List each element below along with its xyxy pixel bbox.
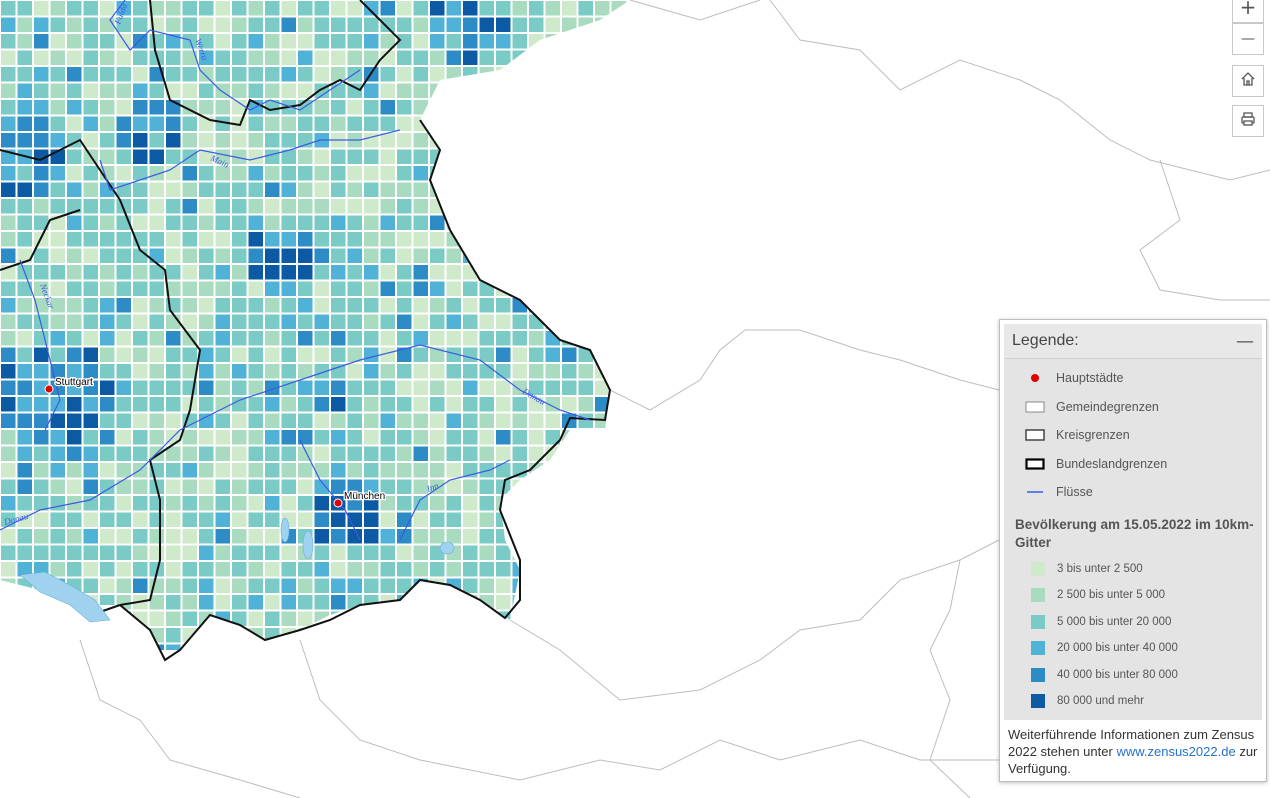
- minus-icon: —: [1241, 31, 1255, 47]
- red-dot-icon: [1023, 373, 1047, 383]
- color-swatch: [1031, 614, 1045, 629]
- home-button[interactable]: [1232, 65, 1264, 97]
- legend-label: Hauptstädte: [1056, 371, 1124, 386]
- plus-icon: +: [1239, 0, 1257, 19]
- thick-border-box-icon: [1023, 458, 1047, 470]
- zensus-link[interactable]: www.zensus2022.de: [1116, 744, 1236, 759]
- neighbor-boundaries: [79, 0, 1270, 798]
- rivers: [0, 0, 591, 616]
- city-muenchen[interactable]: München: [333, 490, 386, 508]
- footer-text-end: zur Verfügung.: [1008, 744, 1258, 776]
- class-label: 5 000 bis unter 20 000: [1057, 615, 1172, 628]
- class-label: 40 000 bis unter 80 000: [1057, 668, 1178, 681]
- collapse-button[interactable]: —: [1236, 330, 1254, 352]
- legend-label: Gemeindegrenzen: [1056, 399, 1159, 414]
- home-icon: [1239, 69, 1257, 93]
- legend-item-gemeinde: Gemeindegrenzen: [1004, 393, 1262, 422]
- legend-class-item: 40 000 bis unter 80 000: [1004, 662, 1262, 689]
- legend-item-bundesland: Bundeslandgrenzen: [1004, 450, 1262, 479]
- legend-panel: Legende: — Hauptstädte Gemeindegrenzen K…: [999, 319, 1267, 782]
- legend-item-rivers: Flüsse: [1004, 478, 1262, 507]
- city-stuttgart[interactable]: Stuttgart: [44, 376, 94, 394]
- color-swatch: [1031, 694, 1045, 709]
- class-list: 3 bis unter 2 500 2 500 bis unter 5 000 5 …: [1004, 556, 1262, 715]
- color-swatch: [1031, 561, 1045, 576]
- legend-label: Kreisgrenzen: [1056, 428, 1130, 443]
- city-label: Stuttgart: [55, 377, 93, 388]
- river-line-icon: [1023, 489, 1047, 495]
- class-label: 2 500 bis unter 5 000: [1057, 589, 1166, 602]
- class-label: 3 bis unter 2 500: [1057, 562, 1143, 575]
- class-label: 20 000 bis unter 40 000: [1057, 642, 1178, 655]
- legend-title: Legende:: [1012, 332, 1079, 349]
- legend-label: Bundeslandgrenzen: [1056, 456, 1168, 471]
- medium-border-box-icon: [1023, 429, 1047, 441]
- zoom-in-button[interactable]: +: [1232, 0, 1264, 23]
- classes-title: Bevölkerung am 15.05.2022 im 10km-Gitter: [1015, 516, 1254, 550]
- legend-class-item: 5 000 bis unter 20 000: [1004, 609, 1262, 636]
- legend-class-item: 2 500 bis unter 5 000: [1004, 582, 1262, 609]
- legend-item-kreis: Kreisgrenzen: [1004, 421, 1262, 450]
- class-label: 80 000 und mehr: [1057, 695, 1144, 708]
- legend-item-capitals: Hauptstädte: [1004, 364, 1262, 393]
- color-swatch: [1031, 641, 1045, 656]
- population-grid: [1, 1, 630, 650]
- city-label: München: [344, 491, 385, 502]
- legend-class-item: 3 bis unter 2 500: [1004, 556, 1262, 583]
- print-icon: [1239, 109, 1257, 133]
- capital-marker: [333, 498, 343, 508]
- print-button[interactable]: [1232, 105, 1264, 137]
- capital-marker: [44, 384, 54, 394]
- lakes: [19, 517, 455, 623]
- river-label-inn: Inn: [424, 480, 440, 494]
- footer-text: Weiterführende Informationen zum Zensus …: [1008, 727, 1255, 759]
- color-swatch: [1031, 667, 1045, 682]
- state-boundaries: [0, 0, 612, 662]
- legend-class-item: 80 000 und mehr: [1004, 688, 1262, 715]
- legend-header: Legende: —: [1004, 324, 1262, 359]
- zoom-out-button[interactable]: —: [1232, 23, 1264, 55]
- legend-class-item: 20 000 bis unter 40 000: [1004, 635, 1262, 662]
- legend-label: Flüsse: [1056, 485, 1093, 500]
- thin-border-box-icon: [1023, 401, 1047, 413]
- color-swatch: [1031, 588, 1045, 603]
- legend-footer: Weiterführende Informationen zum Zensus …: [1004, 722, 1262, 781]
